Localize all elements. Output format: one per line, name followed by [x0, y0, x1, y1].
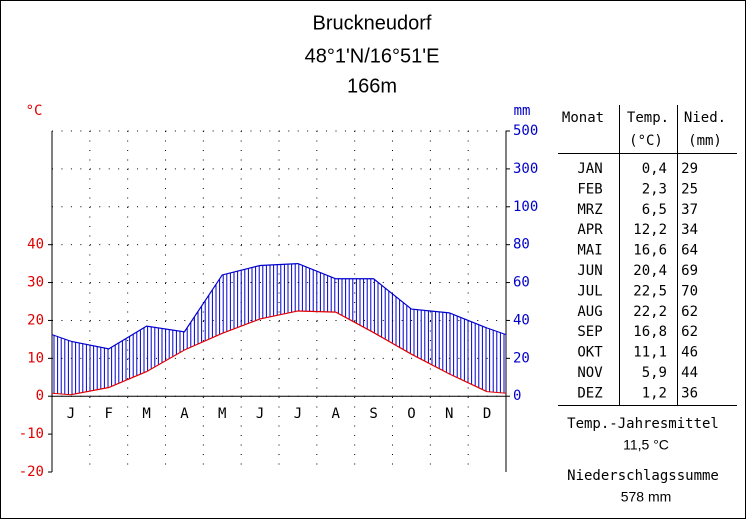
x-tick-label: A — [180, 406, 189, 422]
table-month: MAI — [577, 243, 602, 259]
y2-tick-label: 300 — [513, 161, 538, 177]
y-tick-label: -20 — [19, 464, 44, 480]
table-temp: 6,5 — [642, 202, 667, 218]
curve-edge — [486, 327, 507, 336]
curve-edge — [51, 334, 72, 342]
annual-precip: 578 mm — [621, 489, 672, 505]
x-tick-label: O — [407, 406, 415, 422]
table-month: DEZ — [577, 385, 602, 401]
x-tick-label: A — [332, 406, 341, 422]
y2-tick-label: 40 — [513, 312, 530, 328]
table-precip: 36 — [681, 385, 698, 401]
x-tick-label: J — [294, 406, 302, 422]
table-month: SEP — [577, 324, 602, 340]
table-month: OKT — [577, 345, 603, 361]
table-month: JUN — [577, 263, 602, 279]
table-precip: 29 — [681, 161, 698, 177]
x-tick-label: J — [256, 406, 264, 422]
table-precip: 44 — [681, 365, 698, 381]
table-temp: 22,2 — [633, 304, 667, 320]
y2-tick-label: 500 — [513, 123, 538, 139]
y-tick-label: 0 — [36, 388, 44, 404]
x-tick-label: S — [369, 406, 377, 422]
y2-tick-label: 80 — [513, 237, 530, 253]
y-tick-label: 40 — [27, 237, 44, 253]
chart-title: Bruckneudorf — [313, 12, 432, 34]
table-header: Monat — [562, 110, 604, 126]
x-tick-label: D — [483, 406, 491, 422]
table-precip: 69 — [681, 263, 698, 279]
curve-edge — [51, 392, 71, 396]
y-tick-label: 10 — [27, 350, 44, 366]
table-precip: 25 — [681, 181, 698, 197]
table-temp: 5,9 — [642, 365, 667, 381]
y2-tick-label: 60 — [513, 275, 530, 291]
annual-temp-label: Temp.-Jahresmittel — [567, 416, 719, 432]
table-month: MRZ — [577, 202, 602, 218]
table-precip: 46 — [681, 345, 698, 361]
annual-precip-label: Niederschlagssumme — [567, 468, 719, 484]
y-tick-label: 30 — [27, 275, 44, 291]
table-month: AUG — [577, 304, 602, 320]
y2-unit: mm — [514, 103, 531, 119]
table-month: NOV — [577, 365, 603, 381]
table-temp: 1,2 — [642, 385, 667, 401]
annual-temp: 11,5 °C — [623, 437, 669, 453]
table-temp: 22,5 — [633, 283, 667, 299]
table-precip: 62 — [681, 324, 698, 340]
table-precip: 70 — [681, 283, 698, 299]
coordinates: 48°1'N/16°51'E — [305, 45, 440, 67]
y2-tick-label: 0 — [513, 388, 521, 404]
y-unit: °C — [26, 103, 43, 119]
table-precip: 62 — [681, 304, 698, 320]
table-month: JUL — [577, 283, 602, 299]
table-unit: (°C) — [629, 133, 663, 149]
x-tick-label: M — [142, 406, 150, 422]
table-temp: 2,3 — [642, 181, 667, 197]
curve-edge — [487, 391, 507, 394]
y-tick-label: 20 — [27, 312, 44, 328]
x-tick-label: M — [218, 406, 226, 422]
x-tick-label: F — [105, 406, 113, 422]
table-header: Temp. — [627, 110, 669, 126]
table-precip: 64 — [681, 243, 698, 259]
elevation: 166m — [347, 75, 397, 97]
table-month: APR — [577, 222, 603, 238]
y-tick-label: -10 — [19, 426, 44, 442]
table-precip: 37 — [681, 202, 698, 218]
table-temp: 11,1 — [633, 345, 667, 361]
y2-tick-label: 20 — [513, 350, 530, 366]
y2-tick-label: 100 — [513, 199, 538, 215]
table-precip: 34 — [681, 222, 698, 238]
table-temp: 12,2 — [633, 222, 667, 238]
table-month: FEB — [577, 181, 602, 197]
x-tick-label: N — [445, 406, 453, 422]
x-tick-label: J — [67, 406, 75, 422]
table-temp: 16,6 — [633, 243, 667, 259]
table-temp: 20,4 — [633, 263, 667, 279]
table-unit: (mm) — [688, 133, 722, 149]
table-header: Nied. — [684, 110, 726, 126]
series-line — [70, 263, 488, 350]
table-temp: 0,4 — [642, 161, 667, 177]
table-month: JAN — [577, 161, 602, 177]
series-line — [70, 310, 488, 396]
table-temp: 16,8 — [633, 324, 667, 340]
